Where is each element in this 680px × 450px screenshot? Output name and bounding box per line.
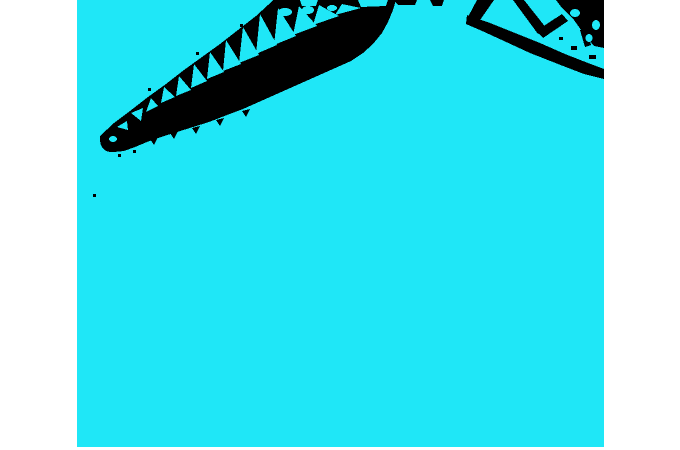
fringe-speck [559, 37, 563, 40]
truss-diagonal [468, 0, 494, 23]
truss-hole [592, 20, 600, 30]
sky-speck [93, 194, 96, 197]
fringe-speck [170, 131, 178, 139]
crane-truss-right [466, 0, 604, 79]
fringe-speck [192, 126, 200, 134]
lattice-holes [109, 0, 388, 142]
truss-diagonal [513, 0, 547, 34]
top-edge-notch [300, 0, 318, 6]
truss-chord-band [466, 15, 604, 79]
truss-hole [207, 52, 224, 79]
truss-hole [146, 98, 158, 112]
truss-hole [313, 5, 339, 25]
truss-diagonal [580, 28, 591, 47]
truss-hole [131, 108, 143, 121]
truss-hole [117, 121, 128, 130]
truss-hole [161, 87, 175, 103]
truss-hole [239, 27, 259, 63]
truss-hole [302, 6, 314, 14]
truss-hole [585, 34, 593, 42]
truss-hole [223, 40, 241, 71]
fringe-speck [589, 55, 596, 59]
edge-fringe [118, 24, 250, 157]
truss-hole [327, 5, 337, 11]
truss-hole [278, 8, 292, 16]
fringe-speck [216, 118, 224, 126]
truss-hole [176, 76, 191, 96]
fringe-speck [148, 88, 151, 91]
fringe-speck [133, 150, 136, 153]
crane-boom-left [99, 0, 444, 157]
truss-hole [191, 64, 207, 88]
truss-hole [274, 8, 296, 45]
fringe-speck [571, 46, 577, 50]
truss-hole [293, 6, 317, 35]
boom-top-strip [394, 0, 417, 5]
sky-region [77, 0, 604, 447]
truss-hole [335, 4, 361, 15]
truss-strut [536, 14, 568, 38]
truss-hole [256, 14, 277, 54]
boom-top-blob [430, 0, 444, 6]
fringe-speck [150, 137, 158, 145]
fringe-speck [196, 52, 199, 55]
fringe-speck [240, 24, 243, 27]
boom-body [99, 0, 396, 153]
truss-hole [570, 9, 580, 17]
fringe-speck [118, 154, 121, 157]
truss-hole [109, 136, 117, 142]
top-edge-notch [358, 0, 388, 7]
fringe-speck [242, 109, 250, 117]
